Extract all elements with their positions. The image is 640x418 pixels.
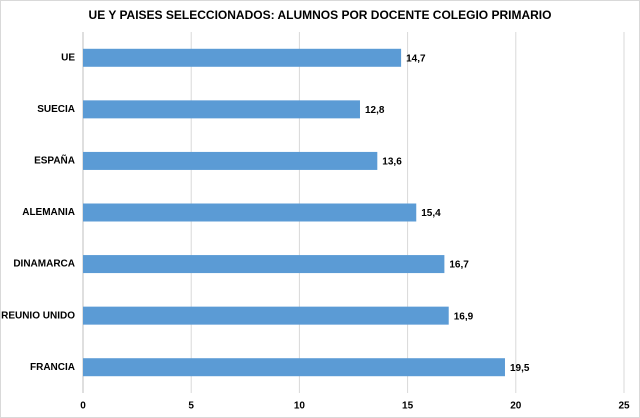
y-tick-label: ESPAÑA	[34, 154, 75, 167]
y-tick-label: REUNIO UNIDO	[1, 310, 75, 321]
x-tick-label: 0	[80, 401, 86, 412]
bar	[83, 48, 402, 67]
chart-title: UE Y PAISES SELECCIONADOS: ALUMNOS POR D…	[89, 8, 552, 22]
value-label: 15,4	[421, 208, 441, 219]
y-tick-label: ALEMANIA	[22, 207, 75, 218]
bar	[83, 358, 505, 377]
bar	[83, 306, 449, 325]
value-label: 12,8	[365, 105, 385, 116]
bar	[83, 255, 445, 274]
x-tick-label: 10	[294, 401, 306, 412]
x-tick-label: 5	[188, 401, 194, 412]
value-label: 14,7	[406, 53, 426, 64]
bar	[83, 151, 378, 170]
value-label: 16,7	[449, 260, 469, 271]
x-tick-label: 25	[618, 401, 630, 412]
x-tick-label: 20	[510, 401, 522, 412]
y-tick-label: FRANCIA	[30, 362, 75, 373]
value-label: 19,5	[510, 363, 530, 374]
y-tick-label: UE	[61, 52, 75, 63]
bar	[83, 100, 360, 119]
x-tick-label: 15	[402, 401, 414, 412]
y-tick-label: DINAMARCA	[13, 259, 75, 270]
bar	[83, 203, 417, 222]
value-label: 16,9	[454, 311, 474, 322]
value-label: 13,6	[382, 157, 402, 168]
y-tick-label: SUECIA	[37, 104, 75, 115]
